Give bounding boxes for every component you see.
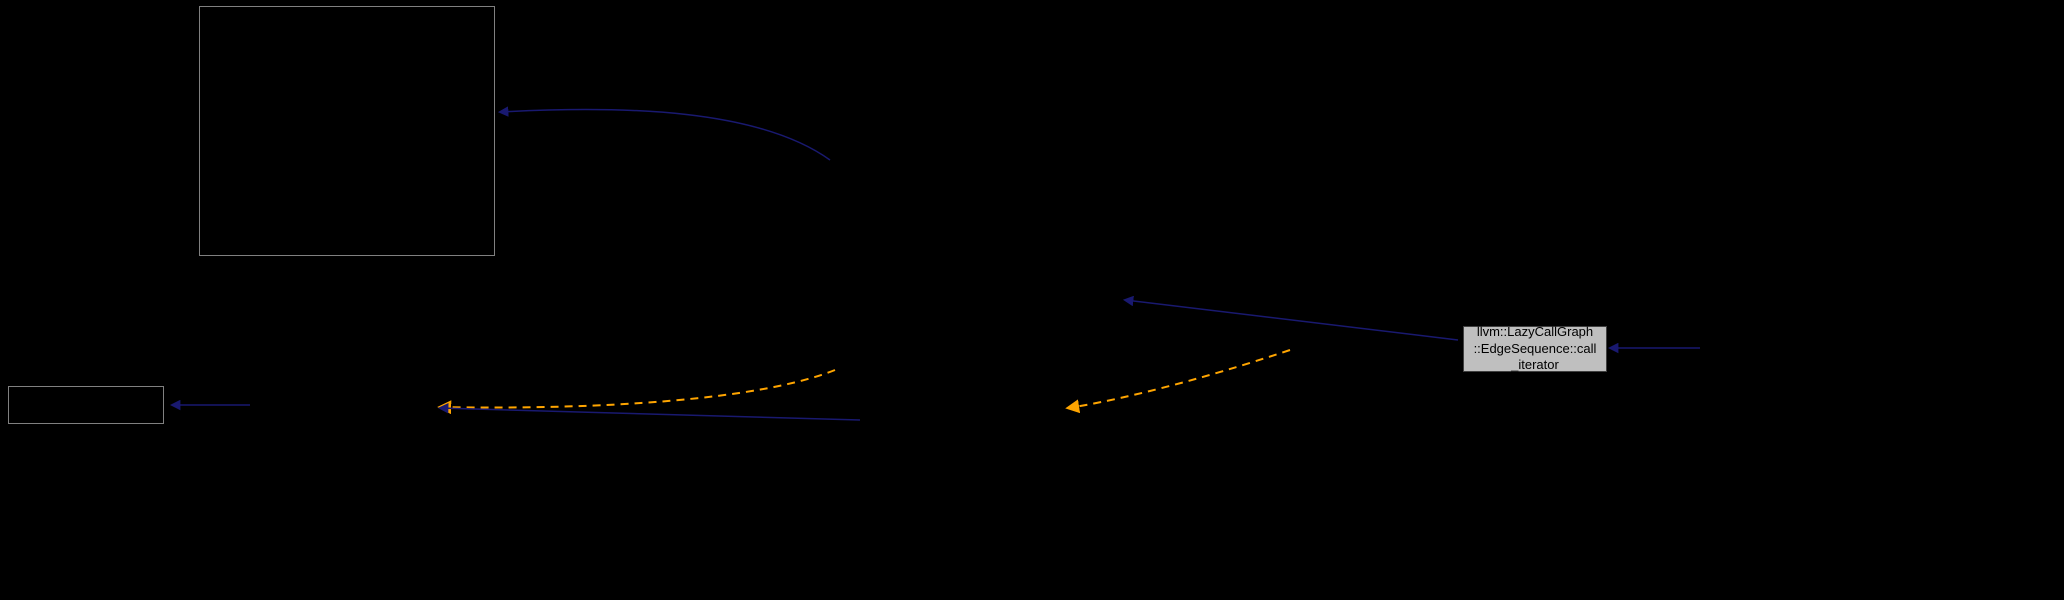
edge-target-to-upper [1125,300,1458,340]
edge-solid-lower [440,408,860,420]
diagram-box-small [8,386,164,424]
edge-dashed-curve-lower [440,370,835,408]
edge-curve-to-bigbox [500,109,830,160]
edge-target-dashed-lower [1068,350,1290,408]
node-call-iterator[interactable]: llvm::LazyCallGraph::EdgeSequence::call_… [1463,326,1607,372]
node-label: llvm::LazyCallGraph::EdgeSequence::call_… [1474,324,1597,375]
diagram-box-large [199,6,495,256]
